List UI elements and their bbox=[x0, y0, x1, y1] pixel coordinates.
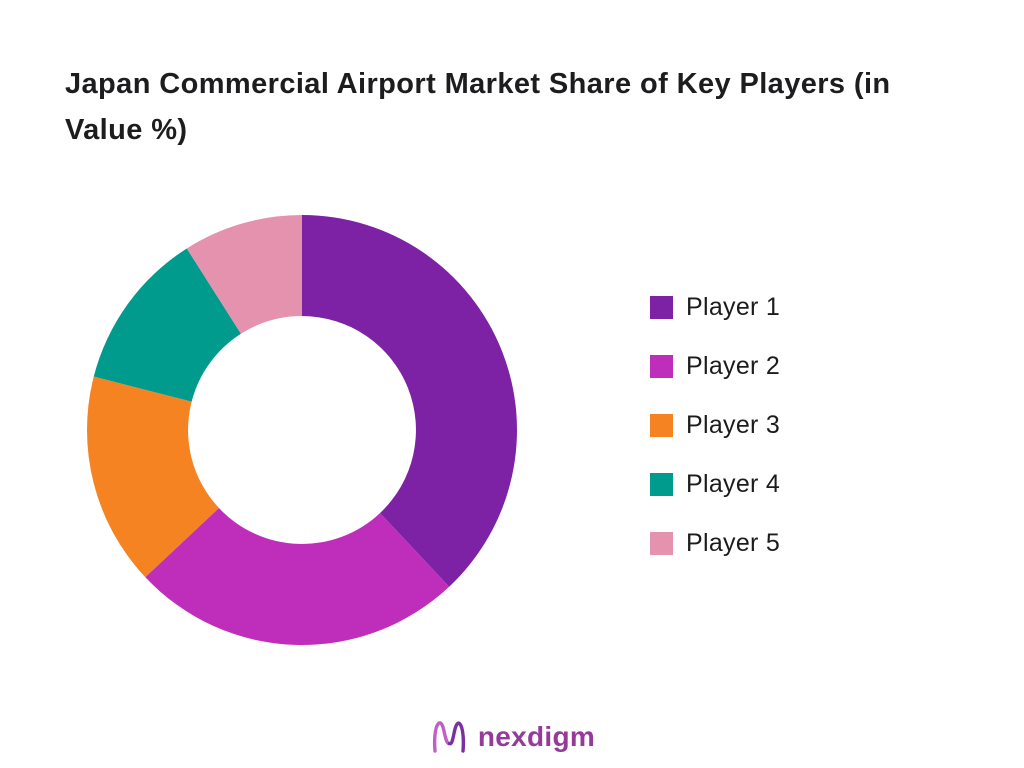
legend-swatch bbox=[650, 531, 673, 555]
donut-slice-player-4 bbox=[93, 248, 241, 402]
brand-logo: nexdigm bbox=[0, 716, 1024, 758]
donut-slice-player-5 bbox=[186, 215, 302, 334]
legend-swatch bbox=[650, 413, 673, 437]
legend-item: Player 3 bbox=[650, 410, 780, 440]
nexdigm-wave-icon bbox=[432, 721, 465, 753]
legend-item: Player 1 bbox=[650, 292, 780, 322]
legend-swatch bbox=[650, 354, 673, 378]
legend-label: Player 4 bbox=[686, 469, 781, 498]
donut-slice-player-2 bbox=[145, 508, 450, 645]
legend-swatch bbox=[650, 472, 673, 496]
brand-wordmark: nexdigm bbox=[477, 721, 596, 752]
donut-slice-player-3 bbox=[87, 376, 219, 578]
legend-label: Player 3 bbox=[686, 410, 781, 439]
legend-label: Player 5 bbox=[686, 528, 781, 557]
legend-item: Player 2 bbox=[650, 351, 780, 381]
legend-item: Player 5 bbox=[650, 528, 780, 558]
donut-chart-area bbox=[80, 208, 524, 652]
legend-item: Player 4 bbox=[650, 469, 780, 499]
legend-label: Player 1 bbox=[686, 292, 781, 321]
donut-slice-player-1 bbox=[302, 215, 517, 587]
chart-title: Japan Commercial Airport Market Share of… bbox=[65, 68, 891, 146]
legend-label: Player 2 bbox=[686, 351, 781, 380]
legend-swatch bbox=[650, 295, 673, 319]
donut-chart bbox=[87, 215, 517, 645]
chart-legend: Player 1 Player 2 Player 3 Player 4 Play… bbox=[650, 292, 780, 558]
